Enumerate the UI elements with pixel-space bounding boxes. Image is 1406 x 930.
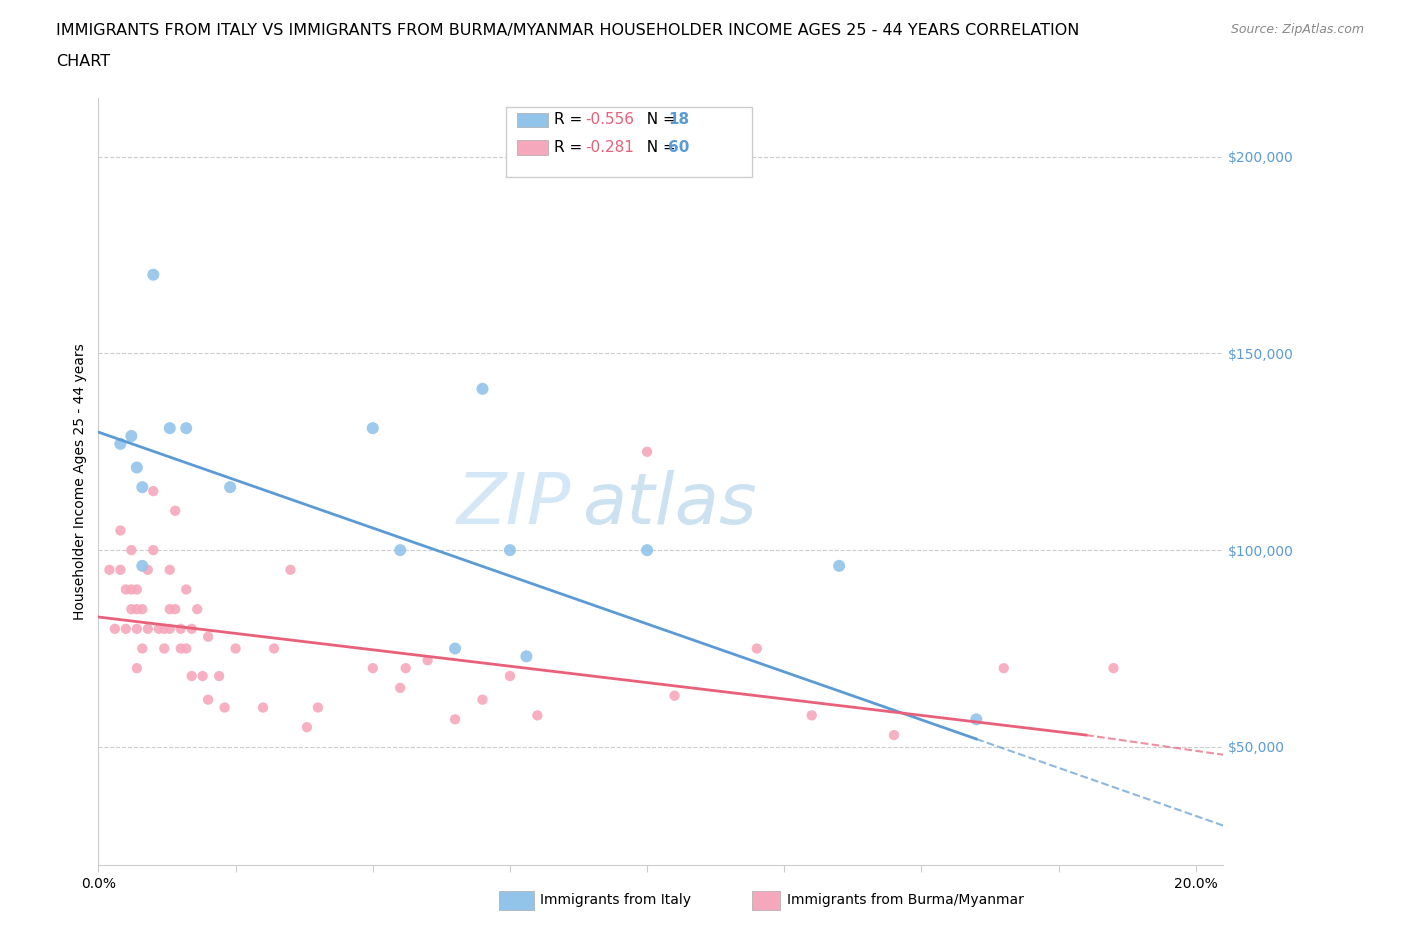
- Point: [125, 621, 148, 636]
- Point: [159, 563, 181, 578]
- Point: [142, 484, 165, 498]
- Point: [295, 720, 318, 735]
- Point: [208, 669, 231, 684]
- Point: [125, 602, 148, 617]
- Point: [499, 543, 522, 558]
- Point: [180, 669, 202, 684]
- Point: [280, 563, 302, 578]
- Text: atlas: atlas: [582, 470, 756, 538]
- Point: [444, 641, 467, 656]
- Point: [828, 558, 851, 573]
- Text: -0.281: -0.281: [585, 140, 634, 155]
- Point: [120, 429, 142, 444]
- Point: [104, 621, 127, 636]
- Point: [1102, 660, 1125, 675]
- Point: [110, 563, 132, 578]
- Point: [444, 711, 467, 726]
- Point: [389, 543, 412, 558]
- Point: [165, 602, 187, 617]
- Point: [110, 436, 132, 451]
- Point: [159, 602, 181, 617]
- Point: [125, 660, 148, 675]
- Text: ZIP: ZIP: [457, 470, 571, 538]
- Point: [131, 558, 153, 573]
- Point: [965, 711, 987, 726]
- Point: [120, 543, 142, 558]
- Point: [174, 420, 197, 435]
- Point: [131, 480, 153, 495]
- Text: R =: R =: [554, 113, 588, 127]
- Text: Immigrants from Burma/Myanmar: Immigrants from Burma/Myanmar: [787, 893, 1024, 908]
- Point: [416, 653, 439, 668]
- Point: [131, 641, 153, 656]
- Point: [159, 621, 181, 636]
- Text: Source: ZipAtlas.com: Source: ZipAtlas.com: [1230, 23, 1364, 36]
- Point: [214, 700, 236, 715]
- Point: [174, 582, 197, 597]
- Point: [174, 641, 197, 656]
- Text: 60: 60: [668, 140, 689, 155]
- Y-axis label: Householder Income Ages 25 - 44 years: Householder Income Ages 25 - 44 years: [73, 343, 87, 619]
- Point: [136, 563, 159, 578]
- Point: [515, 649, 537, 664]
- Point: [197, 630, 219, 644]
- Point: [148, 621, 170, 636]
- Point: [197, 692, 219, 707]
- Point: [170, 641, 193, 656]
- Point: [115, 621, 138, 636]
- Point: [191, 669, 214, 684]
- Point: [526, 708, 548, 723]
- Point: [125, 460, 148, 475]
- Point: [361, 420, 384, 435]
- Point: [395, 660, 418, 675]
- Point: [361, 660, 384, 675]
- Text: N =: N =: [637, 140, 681, 155]
- Point: [499, 669, 522, 684]
- Point: [471, 692, 494, 707]
- Point: [142, 543, 165, 558]
- Point: [993, 660, 1015, 675]
- Point: [186, 602, 208, 617]
- Point: [225, 641, 247, 656]
- Point: [170, 621, 193, 636]
- Point: [142, 267, 165, 282]
- Point: [165, 503, 187, 518]
- Point: [800, 708, 823, 723]
- Point: [745, 641, 768, 656]
- Text: 18: 18: [668, 113, 689, 127]
- Point: [153, 621, 176, 636]
- Point: [636, 445, 658, 459]
- Point: [180, 621, 202, 636]
- Point: [219, 480, 242, 495]
- Point: [131, 602, 153, 617]
- Text: -0.556: -0.556: [585, 113, 634, 127]
- Point: [153, 641, 176, 656]
- Point: [98, 563, 121, 578]
- Point: [110, 523, 132, 538]
- Point: [115, 582, 138, 597]
- Point: [636, 543, 658, 558]
- Point: [252, 700, 274, 715]
- Text: N =: N =: [637, 113, 681, 127]
- Point: [307, 700, 329, 715]
- Point: [136, 621, 159, 636]
- Point: [125, 582, 148, 597]
- Point: [471, 381, 494, 396]
- Text: Immigrants from Italy: Immigrants from Italy: [540, 893, 690, 908]
- Text: CHART: CHART: [56, 54, 110, 69]
- Point: [389, 681, 412, 696]
- Point: [120, 602, 142, 617]
- Point: [263, 641, 285, 656]
- Point: [883, 727, 905, 742]
- Point: [664, 688, 686, 703]
- Point: [120, 582, 142, 597]
- Point: [159, 420, 181, 435]
- Text: R =: R =: [554, 140, 588, 155]
- Text: IMMIGRANTS FROM ITALY VS IMMIGRANTS FROM BURMA/MYANMAR HOUSEHOLDER INCOME AGES 2: IMMIGRANTS FROM ITALY VS IMMIGRANTS FROM…: [56, 23, 1080, 38]
